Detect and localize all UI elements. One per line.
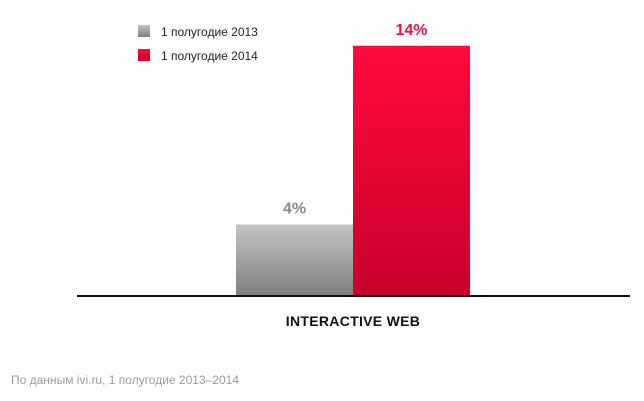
bar-2014 <box>353 45 470 296</box>
legend-swatch-2013 <box>138 25 150 37</box>
legend-label-2013: 1 полугодие 2013 <box>161 25 258 39</box>
value-label-2013: 4% <box>283 201 306 218</box>
source-footnote: По данным ivi.ru, 1 полугодие 2013–2014 <box>11 373 239 387</box>
category-label: INTERACTIVE WEB <box>286 313 420 329</box>
legend-swatch-2014 <box>138 49 150 61</box>
value-label-2014: 14% <box>395 22 427 39</box>
legend: 1 полугодие 2013 1 полугодие 2014 <box>138 25 258 63</box>
legend-label-2014: 1 полугодие 2014 <box>161 49 258 63</box>
bar-2013 <box>236 224 353 296</box>
bars-group: 4% 14% <box>236 22 470 296</box>
